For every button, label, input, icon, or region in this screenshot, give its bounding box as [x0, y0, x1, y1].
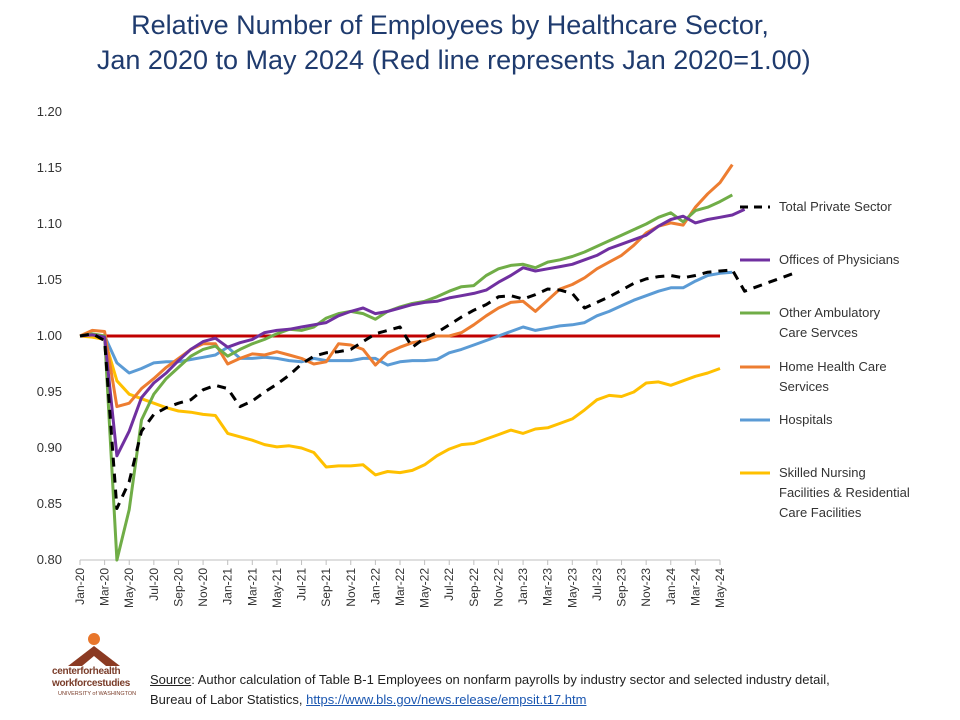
x-tick-label: Mar-21 — [245, 568, 259, 606]
cfhws-logo: centerforhealth workforcestudies UNIVERS… — [50, 632, 150, 704]
chart-title-line-1: Relative Number of Employees by Healthca… — [131, 10, 769, 40]
legend-label-nursing: Care Facilities — [779, 505, 862, 520]
x-tick-label: Jan-24 — [664, 568, 678, 605]
y-tick-label: 1.15 — [37, 160, 62, 175]
x-tick-label: Mar-24 — [688, 568, 702, 606]
x-tick-label: Nov-20 — [196, 568, 210, 607]
x-tick-label: Jul-21 — [295, 568, 309, 601]
source-note: Source: Author calculation of Table B-1 … — [150, 670, 870, 710]
x-tick-label: Jul-20 — [147, 568, 161, 601]
x-tick-label: Jan-20 — [73, 568, 87, 605]
legend-label-home: Services — [779, 379, 829, 394]
x-tick-label: Sep-20 — [171, 568, 185, 607]
legend-label-ambulatory: Care Servces — [779, 325, 858, 340]
x-tick-label: Mar-22 — [393, 568, 407, 606]
logo-line-3: UNIVERSITY of WASHINGTON — [58, 691, 137, 697]
series-line-5 — [79, 334, 721, 477]
x-tick-label: May-21 — [270, 568, 284, 608]
legend-label-home: Home Health Care — [779, 359, 887, 374]
y-tick-label: 1.10 — [37, 216, 62, 231]
x-tick-label: Mar-20 — [98, 568, 112, 606]
logo-line-2: workforcestudies — [52, 678, 131, 689]
x-tick-label: May-20 — [122, 568, 136, 608]
legend-label-ambulatory: Other Ambulatory — [779, 305, 881, 320]
x-tick-label: Jan-23 — [516, 568, 530, 605]
x-tick-label: Mar-23 — [541, 568, 555, 606]
y-tick-label: 0.95 — [37, 384, 62, 399]
source-label: Source — [150, 672, 192, 687]
y-tick-label: 0.85 — [37, 496, 62, 511]
legend-label-total: Total Private Sector — [779, 199, 892, 214]
y-tick-label: 1.05 — [37, 272, 62, 287]
source-link[interactable]: https://www.bls.gov/news.release/empsit.… — [306, 692, 587, 707]
y-tick-label: 1.00 — [37, 328, 62, 343]
legend-label-hospitals: Hospitals — [779, 412, 833, 427]
x-tick-label: Sep-23 — [615, 568, 629, 607]
series-line-1 — [79, 208, 746, 458]
y-tick-label: 0.90 — [37, 440, 62, 455]
y-tick-label: 1.20 — [37, 104, 62, 119]
x-tick-label: Jul-22 — [442, 568, 456, 601]
series-line-2 — [79, 193, 734, 562]
logo-house-icon — [68, 633, 120, 666]
x-tick-label: Nov-21 — [344, 568, 358, 607]
series-line-0 — [79, 268, 795, 510]
x-tick-label: May-22 — [418, 568, 432, 608]
y-tick-label: 0.80 — [37, 552, 62, 567]
x-tick-label: Nov-22 — [491, 568, 505, 607]
x-tick-label: Jan-21 — [221, 568, 235, 605]
x-tick-label: Jan-22 — [368, 568, 382, 605]
legend-label-nursing: Skilled Nursing — [779, 465, 866, 480]
source-text: : Author calculation of Table B-1 Employ… — [150, 672, 830, 707]
x-tick-label: May-24 — [713, 568, 727, 608]
line-chart: 0.80 0.85 0.90 0.95 1.00 1.05 1.10 1.15 1.20 Jan… — [37, 104, 910, 608]
chart-title: Relative Number of Employees by Healthca… — [0, 8, 900, 78]
legend-label-nursing: Facilities & Residential — [779, 485, 910, 500]
legend-label-physicians: Offices of Physicians — [779, 252, 900, 267]
logo-line-1: centerforhealth — [52, 666, 121, 677]
x-tick-label: May-23 — [565, 568, 579, 608]
x-tick-label: Jul-23 — [590, 568, 604, 601]
x-tick-label: Sep-21 — [319, 568, 333, 607]
chart-title-line-2: Jan 2020 to May 2024 (Red line represent… — [89, 45, 811, 75]
legend: Total Private Sector Offices of Physician… — [740, 199, 910, 520]
x-tick-label: Nov-23 — [639, 568, 653, 607]
x-tick-label: Sep-22 — [467, 568, 481, 607]
series-line-3 — [79, 163, 734, 409]
